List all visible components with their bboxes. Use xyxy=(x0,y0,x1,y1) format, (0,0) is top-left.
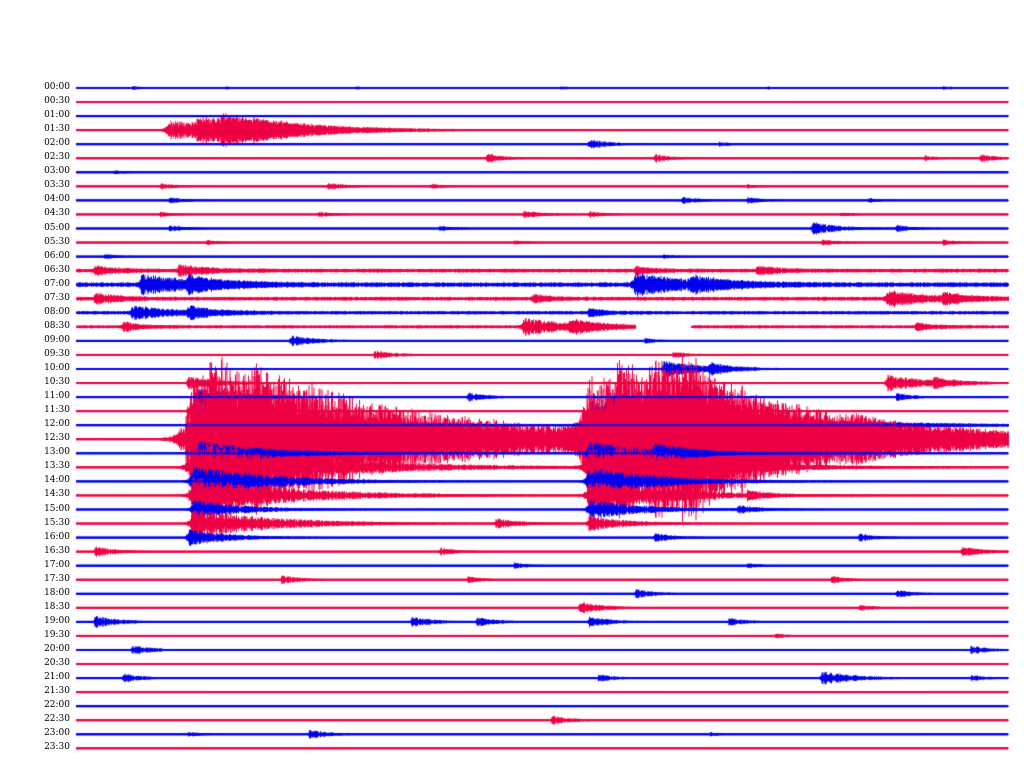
time-tick-label: 06:00 xyxy=(44,250,70,261)
time-tick-label: 18:30 xyxy=(44,601,70,612)
time-tick-label: 20:00 xyxy=(44,644,70,654)
time-tick-label: 01:00 xyxy=(44,110,70,121)
time-tick-label: 23:30 xyxy=(44,742,70,753)
time-tick-label: 07:00 xyxy=(44,278,70,289)
time-tick-label: 22:30 xyxy=(44,714,70,725)
time-tick-label: 22:00 xyxy=(44,700,70,711)
time-tick-label: 04:00 xyxy=(44,194,70,205)
time-tick-label: 15:30 xyxy=(44,517,70,528)
time-tick-label: 18:00 xyxy=(44,587,70,598)
time-tick-label: 08:30 xyxy=(44,320,70,331)
time-tick-label: 05:30 xyxy=(44,236,70,247)
time-tick-label: 10:30 xyxy=(44,377,70,388)
time-tick-label: 00:00 xyxy=(44,82,70,92)
time-tick-label: 10:00 xyxy=(44,363,70,373)
time-tick-label: 21:30 xyxy=(44,686,70,697)
time-tick-label: 23:00 xyxy=(44,728,70,739)
time-tick-label: 15:00 xyxy=(44,503,70,514)
time-tick-label: 09:30 xyxy=(44,348,70,359)
time-tick-label: 16:30 xyxy=(44,545,70,556)
time-tick-label: 11:00 xyxy=(44,391,70,402)
time-tick-label: 12:30 xyxy=(44,433,70,444)
time-tick-label: 21:00 xyxy=(44,672,70,683)
time-tick-label: 07:30 xyxy=(44,292,70,303)
time-tick-label: 17:30 xyxy=(44,573,70,584)
time-tick-label: 06:30 xyxy=(44,264,70,275)
time-tick-label: 01:30 xyxy=(44,124,70,135)
time-tick-label: 00:30 xyxy=(44,96,70,107)
time-tick-label: 14:30 xyxy=(44,489,70,500)
time-tick-label: 05:00 xyxy=(44,222,70,233)
time-tick-label: 19:30 xyxy=(44,629,70,640)
time-tick-label: 02:00 xyxy=(44,138,70,149)
time-tick-label: 14:00 xyxy=(44,475,70,486)
time-tick-label: 20:30 xyxy=(44,658,70,669)
time-tick-label: 08:00 xyxy=(44,306,70,317)
time-tick-label: 02:30 xyxy=(44,152,70,163)
time-tick-label: 19:00 xyxy=(44,615,70,626)
time-tick-label: 04:30 xyxy=(44,208,70,219)
time-tick-label: 11:30 xyxy=(44,405,70,416)
time-tick-label: 09:00 xyxy=(44,334,70,345)
time-tick-label: 16:00 xyxy=(44,531,70,542)
time-tick-label: 13:00 xyxy=(44,447,70,458)
time-tick-label: 03:30 xyxy=(44,180,70,191)
time-tick-label: 03:00 xyxy=(44,166,70,177)
time-tick-label: 13:30 xyxy=(44,461,70,472)
time-tick-label: 12:00 xyxy=(44,419,70,430)
time-tick-label: 17:00 xyxy=(44,559,70,570)
